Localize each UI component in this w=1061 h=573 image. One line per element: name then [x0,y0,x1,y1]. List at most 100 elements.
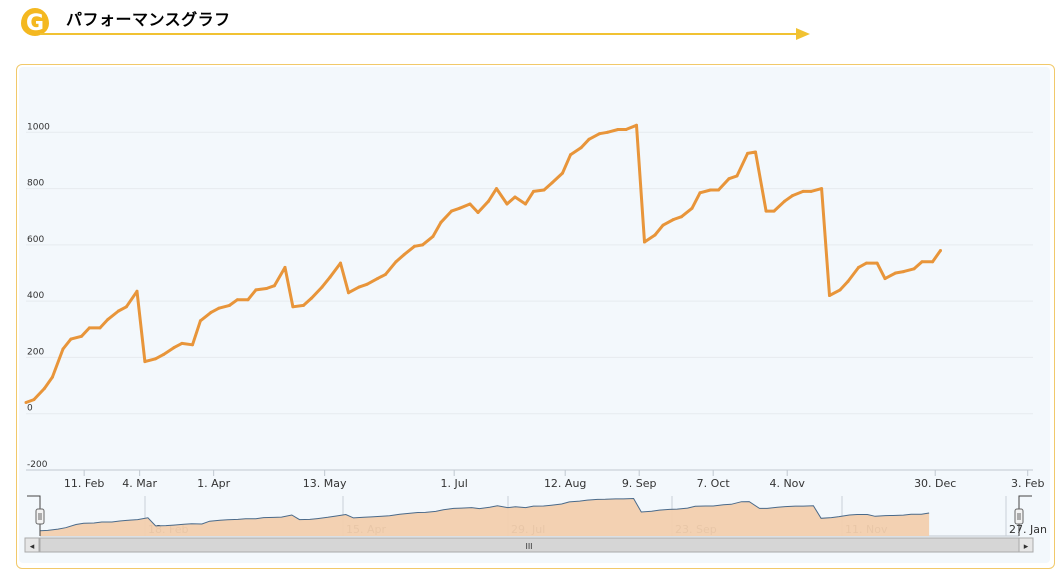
data-point [365,282,369,286]
data-point [384,272,387,276]
x-tick-label: 30. Dec [914,477,956,490]
y-tick-label: 0 [27,404,33,414]
data-point [764,209,768,213]
data-point [939,249,942,252]
data-point [246,298,250,302]
navigator-handle-right[interactable] [1014,508,1024,525]
data-point [624,128,628,131]
x-tick-label: 3. Feb [1011,477,1044,490]
data-point [191,343,194,347]
data-point [857,265,861,269]
data-point [32,398,36,402]
data-point [783,199,787,203]
data-point [302,303,305,307]
y-axis: 1000 800 600 400 200 0 -200 [27,122,50,470]
logo-g-icon: G [26,11,44,36]
scroll-right-button[interactable]: ▸ [1018,537,1034,553]
data-point [690,206,694,210]
data-point [61,347,65,351]
x-axis: 11. Feb 4. Mar 1. Apr 13. May 1. Jul 12. Aug 9… [26,469,1044,490]
data-point [309,296,313,300]
x-tick-label: 1. Jul [441,477,468,490]
data-point [653,233,657,237]
x-tick-label: 4. Nov [769,477,805,490]
data-point [347,291,350,295]
data-point [476,211,480,214]
data-point [235,298,239,302]
data-point [217,306,221,310]
data-point [431,234,435,238]
y-tick-label: 800 [27,179,44,189]
data-point [154,357,157,361]
scroll-left-button[interactable]: ◂ [24,537,40,553]
data-point [339,261,342,265]
navigator[interactable]: 18. Feb15. Apr29. Jul23. Sep11. Nov27. J… [27,495,1047,537]
x-tick-label: 4. Mar [122,477,157,490]
scrollbar[interactable]: III ◂ ▸ [24,537,1034,553]
data-point [180,341,184,345]
x-tick-label: 11. Feb [64,477,104,490]
data-point [875,261,879,265]
scroll-left-arrow-icon: ◂ [30,542,35,552]
y-tick-label: 200 [27,347,44,357]
grid-lines [26,131,1033,471]
data-point [413,244,416,248]
data-point [542,188,546,192]
data-point [124,305,128,309]
data-point [283,265,287,269]
page-title: パフォーマンスグラフ [66,10,231,29]
navigator-handle-left[interactable] [35,508,45,525]
data-point [532,189,535,193]
data-point [616,128,620,131]
x-tick-label: 7. Oct [697,477,731,490]
data-point [569,153,572,157]
data-point [98,326,102,330]
data-point [43,386,46,390]
y-tick-label: 600 [27,235,44,245]
data-point [920,260,924,264]
data-point [680,215,683,219]
data-point [24,401,28,404]
data-point [709,188,712,192]
data-point [450,209,453,213]
data-point [791,194,794,198]
data-point [87,326,91,330]
data-point [50,375,54,379]
navigator-line [39,497,930,532]
data-point [606,130,609,134]
data-point [106,317,110,321]
data-point [320,285,324,289]
data-point [698,191,702,195]
series-line [25,123,942,404]
data-point [550,181,554,185]
data-point [735,174,739,178]
data-point [402,253,406,257]
data-point [838,288,842,292]
data-point [487,199,490,203]
x-tick-label: 9. Sep [622,477,657,490]
data-point [468,202,472,206]
data-point [828,294,831,297]
data-point [727,177,731,181]
data-point [495,187,498,191]
data-point [376,277,379,281]
data-point [883,277,887,281]
data-point [661,223,665,227]
data-point [513,195,517,199]
y-tick-label: 1000 [27,122,50,132]
data-point [865,261,868,265]
navigator-label: 27. Jan [1009,523,1047,536]
scrollbar-grip: III [525,542,532,551]
data-point [809,189,813,193]
chart-background [19,67,1050,563]
data-point [421,243,424,247]
data-point [931,260,935,264]
data-point [505,202,509,206]
data-point [598,132,601,136]
data-point [635,123,638,127]
data-point [254,288,258,292]
data-point [228,303,231,307]
data-point [80,334,83,338]
data-point [672,218,675,221]
data-point [198,319,202,323]
